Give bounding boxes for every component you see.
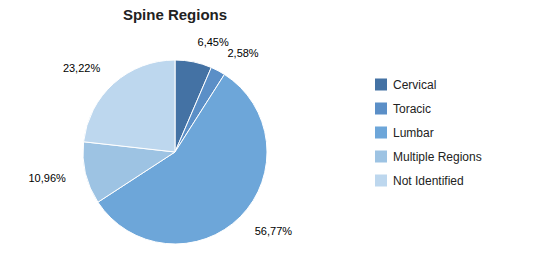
legend-item: Multiple Regions (375, 150, 482, 164)
legend-label: Lumbar (393, 126, 434, 140)
legend-item: Cervical (375, 78, 436, 92)
chart: Spine Regions 6,45%2,58% 56,77% 10,96% 23,22… (0, 0, 559, 277)
data-labels: 6,45%2,58% 56,77% 10,96% 23,22% (28, 36, 292, 237)
data-label: 56,77% (255, 225, 293, 237)
legend-label: Cervical (393, 78, 436, 92)
legend-swatch (375, 79, 387, 91)
legend-swatch (375, 127, 387, 139)
legend-item: Toracic (375, 102, 431, 116)
legend-label: Toracic (393, 102, 431, 116)
legend-label: Multiple Regions (393, 150, 482, 164)
data-label: 10,96% (28, 172, 66, 184)
legend-label: Not Identified (393, 174, 464, 188)
legend-swatch (375, 103, 387, 115)
data-label: 2,58% (227, 47, 258, 59)
legend-swatch (375, 151, 387, 163)
legend-item: Not Identified (375, 174, 464, 188)
legend-swatch (375, 175, 387, 187)
legend-item: Lumbar (375, 126, 434, 140)
legend: Cervical Toracic Lumbar Multiple Regions Not… (375, 78, 482, 188)
data-label: 6,45% (198, 36, 229, 48)
data-label: 23,22% (63, 62, 101, 74)
pie (83, 60, 267, 244)
title: Spine Regions (123, 6, 227, 23)
